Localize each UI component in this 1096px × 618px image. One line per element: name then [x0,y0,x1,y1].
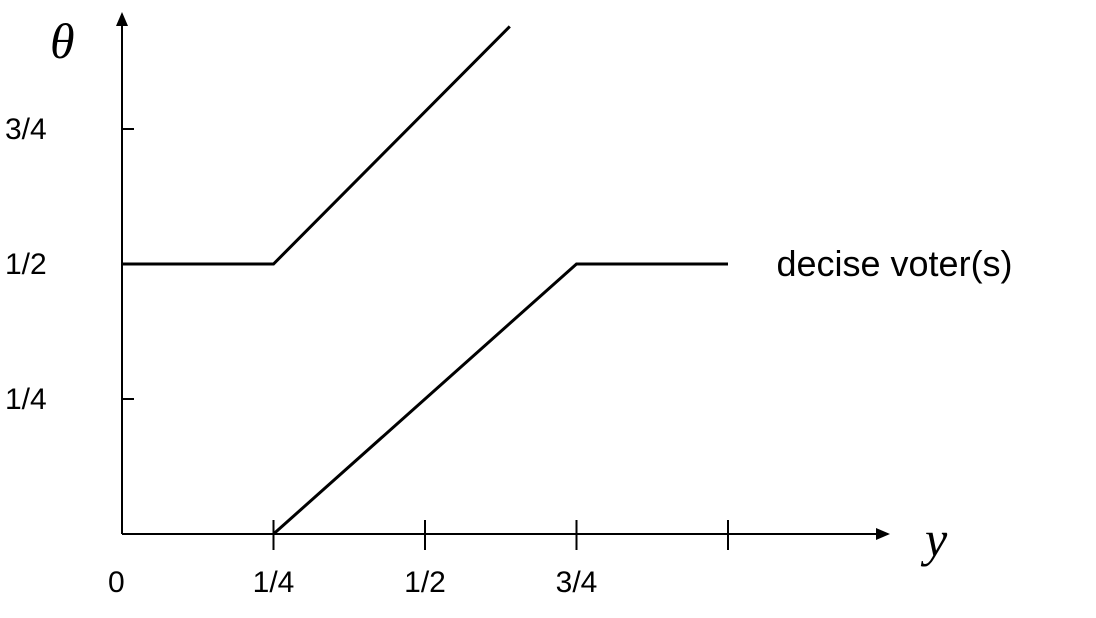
y-axis-label: θ [50,13,75,69]
x-tick-label-0: 1/4 [253,566,295,599]
series-line-1 [272,262,728,536]
x-tick-label-2: 3/4 [556,566,598,599]
x-ticks: 1/4 1/2 3/4 [253,520,729,599]
y-ticks: 1/4 1/2 3/4 [5,113,134,416]
series-group [122,25,728,536]
origin-label: 0 [108,566,125,599]
x-tick-label-1: 1/2 [404,566,446,599]
y-tick-label-0: 1/4 [5,383,47,416]
y-tick-label-1: 1/2 [5,248,47,281]
annotation-0: decise voter(s) [776,243,1012,284]
annotation-group: decise voter(s) [776,243,1012,284]
y-tick-label-2: 3/4 [5,113,47,146]
x-axis-label: y [920,511,948,567]
series-line-0 [122,25,511,266]
